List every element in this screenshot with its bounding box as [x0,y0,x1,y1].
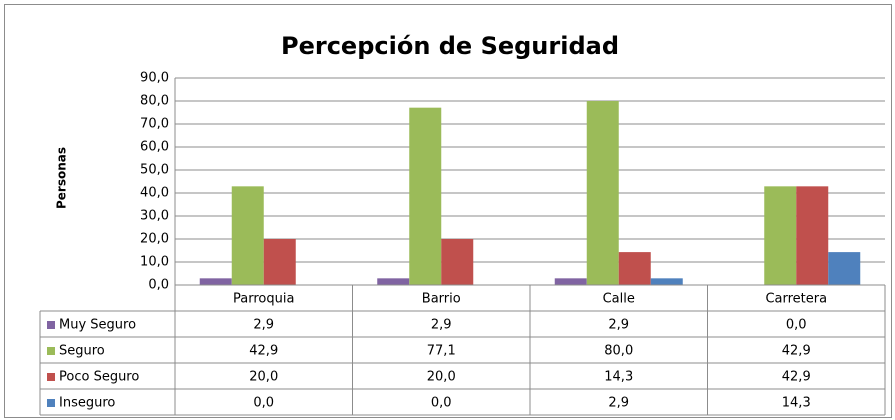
table-value: 42,9 [782,370,811,385]
legend-label: Muy Seguro [59,318,136,333]
table-value: 0,0 [253,396,274,411]
y-tick-label: 90,0 [140,71,169,86]
y-tick-label: 40,0 [140,186,169,201]
y-tick-label: 30,0 [140,209,169,224]
y-tick-label: 80,0 [140,94,169,109]
table-value: 2,9 [253,318,274,333]
category-label: Barrio [422,292,461,307]
y-tick-label: 10,0 [140,255,169,270]
table-value: 2,9 [608,396,629,411]
bar [586,101,619,285]
bar [828,252,861,285]
table-value: 14,3 [782,396,811,411]
table-value: 80,0 [604,344,633,359]
bar [554,278,587,285]
table-value: 2,9 [431,318,452,333]
y-tick-label: 50,0 [140,163,169,178]
legend-label: Poco Seguro [59,370,139,385]
chart-border [4,4,892,418]
category-label: Parroquia [233,292,294,307]
table-value: 0,0 [431,396,452,411]
y-tick-label: 60,0 [140,140,169,155]
table-value: 20,0 [249,370,278,385]
y-axis-label: Personas [55,147,69,209]
bar [231,186,264,285]
bar [441,239,474,285]
bar [377,278,410,285]
legend-swatch [47,347,55,355]
legend-swatch [47,399,55,407]
category-label: Carretera [765,292,827,307]
legend-swatch [47,321,55,329]
table-value: 14,3 [604,370,633,385]
bar [409,107,442,285]
y-tick-label: 20,0 [140,232,169,247]
table-value: 0,0 [786,318,807,333]
bar [796,186,829,285]
bar [764,186,797,285]
bar [263,239,296,285]
y-tick-label: 70,0 [140,117,169,132]
table-value: 2,9 [608,318,629,333]
y-tick-label: 0,0 [148,278,169,293]
legend-label: Seguro [59,344,105,359]
table-value: 77,1 [427,344,456,359]
table-value: 42,9 [249,344,278,359]
table-value: 20,0 [427,370,456,385]
bar [650,278,683,285]
table-value: 42,9 [782,344,811,359]
bar [618,252,651,285]
bar [199,278,232,285]
category-label: Calle [603,292,635,307]
legend-label: Inseguro [59,396,115,411]
chart-title: Percepción de Seguridad [281,32,619,60]
legend-swatch [47,373,55,381]
